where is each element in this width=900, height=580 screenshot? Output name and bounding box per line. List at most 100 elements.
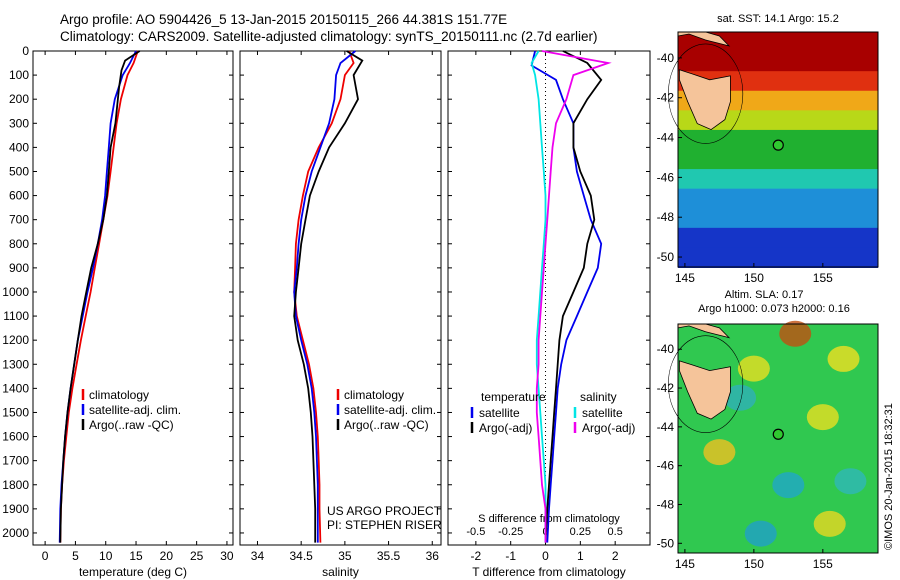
temperature-series-3 — [59, 50, 141, 543]
difference-xtick-label: -1 — [505, 549, 516, 563]
sst-map-xtick-label: 145 — [675, 271, 695, 285]
sla-map-ytick-label: -44 — [657, 420, 675, 434]
sla-anomaly-blob — [703, 439, 736, 466]
sla-anomaly-blob — [813, 510, 846, 537]
salinity-series-3 — [293, 50, 364, 543]
sla-map-ytick-label: -46 — [657, 459, 675, 473]
depth-tick-label: 100 — [9, 68, 29, 82]
difference-legend-label: Argo(-adj) — [582, 421, 635, 435]
difference-series-3 — [530, 50, 547, 543]
depth-tick-label: 2000 — [2, 526, 29, 540]
sst-map-ytick-label: -44 — [657, 131, 675, 145]
depth-tick-label: 900 — [9, 261, 29, 275]
sla-map-xtick-label: 150 — [744, 557, 764, 571]
difference-xtick-label: 0 — [542, 549, 549, 563]
sst-band — [678, 149, 878, 171]
sla-anomaly-blob — [779, 320, 812, 347]
sst-band — [678, 169, 878, 190]
salinity-diff-tick-label: -0.5 — [466, 526, 485, 538]
salinity-xlabel: salinity — [322, 565, 359, 579]
sst-map-ytick-label: -42 — [657, 91, 675, 105]
difference-legend-label: satellite — [479, 406, 520, 420]
project-annotation: US ARGO PROJECT — [327, 504, 442, 518]
temperature-xtick-label: 0 — [42, 549, 49, 563]
salinity-axes-frame — [239, 50, 442, 546]
sla-anomaly-blob — [737, 355, 770, 382]
depth-tick-label: 1500 — [2, 405, 29, 419]
temperature-xtick-label: 20 — [160, 549, 174, 563]
salinity-legend-label: Argo(..raw -QC) — [344, 418, 429, 432]
sla-map-ytick-label: -42 — [657, 381, 675, 395]
depth-tick-label: 800 — [9, 237, 29, 251]
project-annotation: PI: STEPHEN RISER — [327, 518, 442, 532]
legend-header-salinity: salinity — [580, 390, 617, 404]
difference-axes-frame — [447, 50, 651, 546]
sst-map-mainland-landmass — [677, 31, 731, 47]
salinity-series-2 — [293, 50, 356, 543]
sst-map-ytick-label: -48 — [657, 210, 675, 224]
depth-tick-label: 700 — [9, 213, 29, 227]
depth-tick-label: 1400 — [2, 381, 29, 395]
sst-map-title: sat. SST: 14.1 Argo: 15.2 — [717, 13, 839, 25]
difference-xtick-label: 1 — [577, 549, 584, 563]
salinity-xtick-label: 34.5 — [289, 549, 313, 563]
depth-tick-label: 500 — [9, 164, 29, 178]
difference-xtick-label: 2 — [612, 549, 619, 563]
legend-header-temperature: temperature — [481, 390, 546, 404]
difference-series-2 — [544, 50, 603, 543]
temperature-legend-label: satellite-adj. clim. — [89, 403, 181, 417]
sla-anomaly-blob — [806, 404, 839, 431]
sla-map-mainland-landmass — [677, 323, 731, 339]
depth-tick-label: 1200 — [2, 333, 29, 347]
depth-tick-label: 1800 — [2, 478, 29, 492]
sst-band — [678, 247, 878, 268]
sla-map-shelf-contour — [668, 335, 744, 433]
sst-map-tasmania-landmass — [679, 69, 731, 131]
salinity-legend-label: satellite-adj. clim. — [344, 403, 436, 417]
salinity-diff-tick-label: 0.25 — [570, 526, 591, 538]
sla-map-argo-marker — [772, 428, 784, 440]
sla-map-tasmania-landmass — [679, 360, 731, 420]
salinity-xtick-label: 35.5 — [377, 549, 401, 563]
sst-map-ytick-label: -50 — [657, 250, 675, 264]
imos-credit: ©IMOS 20-Jan-2015 18:32:31 — [883, 403, 895, 550]
temperature-xlabel: temperature (deg C) — [79, 565, 187, 579]
temperature-xtick-label: 25 — [190, 549, 204, 563]
title-line-1: Argo profile: AO 5904426_5 13-Jan-2015 2… — [60, 12, 508, 27]
temperature-legend-label: Argo(..raw -QC) — [89, 418, 174, 432]
difference-legend-label: satellite — [582, 406, 623, 420]
difference-series-1 — [530, 50, 603, 543]
difference-xtick-label: -2 — [471, 549, 482, 563]
sst-band — [678, 110, 878, 131]
temperature-xtick-label: 30 — [220, 549, 234, 563]
sla-anomaly-blob — [834, 468, 867, 495]
depth-tick-label: 300 — [9, 116, 29, 130]
sst-map-ytick-label: -40 — [657, 51, 675, 65]
temperature-xtick-label: 5 — [72, 549, 79, 563]
sla-map-title: Altim. SLA: 0.17 — [725, 289, 804, 301]
sst-map-ytick-label: -46 — [657, 170, 675, 184]
temperature-xtick-label: 10 — [99, 549, 113, 563]
depth-tick-label: 400 — [9, 140, 29, 154]
sla-map-xtick-label: 145 — [675, 557, 695, 571]
sst-band — [678, 32, 878, 53]
sst-band — [678, 51, 878, 73]
sst-band — [678, 227, 878, 249]
difference-legend-label: Argo(-adj) — [479, 421, 532, 435]
sst-map-frame — [677, 31, 879, 268]
sst-map-xtick-label: 155 — [813, 271, 833, 285]
salinity-xtick-label: 36 — [426, 549, 440, 563]
salinity-diff-tick-label: -0.25 — [498, 526, 523, 538]
depth-tick-label: 1000 — [2, 285, 29, 299]
difference-series-4 — [535, 50, 612, 543]
depth-tick-label: 1600 — [2, 430, 29, 444]
depth-tick-label: 600 — [9, 189, 29, 203]
sla-map-subtitle: Argo h1000: 0.073 h2000: 0.16 — [698, 303, 850, 315]
sst-band — [678, 208, 878, 229]
sst-map-shelf-contour — [668, 43, 744, 144]
depth-tick-label: 1100 — [3, 309, 29, 323]
depth-tick-label: 0 — [22, 44, 29, 58]
depth-tick-label: 1700 — [2, 454, 29, 468]
sla-anomaly-blob — [744, 520, 777, 547]
